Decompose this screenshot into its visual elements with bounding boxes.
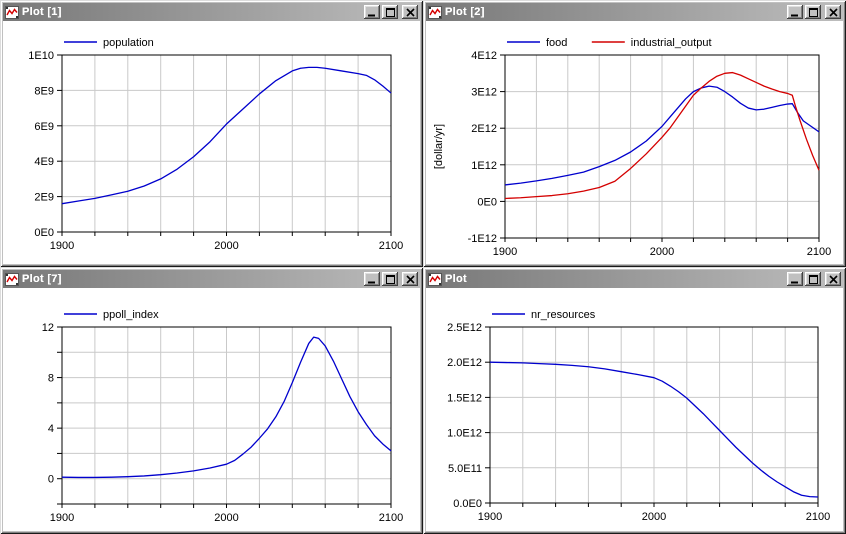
svg-text:2.0E12: 2.0E12 — [447, 357, 482, 369]
svg-text:8: 8 — [48, 373, 54, 385]
close-button[interactable] — [825, 272, 841, 286]
minimize-button[interactable] — [364, 272, 380, 286]
plot-client-2: 1900 2000 2100 4E12 3E12 2E12 1E12 0E0 -1E12 [dol… — [426, 21, 843, 264]
plot-icon[interactable] — [5, 5, 19, 19]
minimize-icon — [367, 14, 375, 16]
window-title: Plot [1] — [22, 6, 62, 18]
svg-text:0E0: 0E0 — [477, 196, 497, 208]
svg-text:2E9: 2E9 — [34, 192, 54, 204]
maximize-button[interactable] — [382, 5, 398, 19]
close-icon — [405, 274, 415, 284]
plot-client-3: 1900 2000 2100 12 8 4 0 ppoll_index — [3, 288, 420, 531]
chart-canvas-ppoll[interactable]: 1900 2000 2100 12 8 4 0 ppoll_index — [3, 288, 420, 531]
svg-text:1.5E12: 1.5E12 — [447, 392, 482, 404]
svg-text:3E12: 3E12 — [471, 87, 497, 99]
chart-canvas-food-industrial[interactable]: 1900 2000 2100 4E12 3E12 2E12 1E12 0E0 -1E12 [dol… — [426, 21, 843, 264]
svg-text:2100: 2100 — [379, 240, 403, 252]
close-button[interactable] — [402, 272, 418, 286]
svg-text:2100: 2100 — [807, 246, 831, 258]
close-button[interactable] — [825, 5, 841, 19]
window-title: Plot [2] — [445, 6, 485, 18]
window-title: Plot — [445, 273, 467, 285]
svg-text:2100: 2100 — [806, 511, 830, 523]
plot-window-3: Plot [7] 1900 2000 2100 12 8 4 0 ppoll_index — [0, 267, 423, 534]
titlebar-2[interactable]: Plot [2] — [426, 3, 843, 21]
close-icon — [405, 7, 415, 17]
svg-text:4: 4 — [48, 423, 54, 435]
svg-text:4E9: 4E9 — [34, 156, 54, 168]
svg-text:1E12: 1E12 — [471, 160, 497, 172]
svg-text:12: 12 — [42, 322, 54, 334]
svg-text:food: food — [546, 37, 567, 49]
titlebar-4[interactable]: Plot — [426, 270, 843, 288]
plot-window-1: Plot [1] 1900 2000 2100 1E10 8E9 6E9 4E9 2E9 0E0… — [0, 0, 423, 267]
svg-text:ppoll_index: ppoll_index — [103, 309, 159, 321]
maximize-icon — [808, 7, 818, 17]
svg-text:8E9: 8E9 — [34, 85, 54, 97]
maximize-button[interactable] — [382, 272, 398, 286]
svg-text:2E12: 2E12 — [471, 123, 497, 135]
close-icon — [828, 7, 838, 17]
maximize-button[interactable] — [805, 272, 821, 286]
chart-canvas-nr-resources[interactable]: 1900 2000 2100 2.5E12 2.0E12 1.5E12 1.0E12 5.0E… — [426, 288, 843, 531]
minimize-button[interactable] — [787, 5, 803, 19]
svg-text:6E9: 6E9 — [34, 121, 54, 133]
svg-text:1900: 1900 — [50, 240, 74, 252]
svg-text:5.0E11: 5.0E11 — [448, 463, 482, 475]
maximize-icon — [385, 7, 395, 17]
svg-text:1900: 1900 — [493, 246, 517, 258]
close-icon — [828, 274, 838, 284]
svg-text:industrial_output: industrial_output — [631, 37, 712, 49]
svg-text:0: 0 — [48, 474, 54, 486]
minimize-icon — [790, 281, 798, 283]
svg-text:2.5E12: 2.5E12 — [447, 322, 482, 334]
svg-text:4E12: 4E12 — [471, 50, 497, 62]
plot-icon[interactable] — [5, 272, 19, 286]
svg-text:1900: 1900 — [478, 511, 502, 523]
titlebar-3[interactable]: Plot [7] — [3, 270, 420, 288]
maximize-icon — [808, 274, 818, 284]
plot-icon[interactable] — [428, 5, 442, 19]
plot-window-4: Plot 1900 2000 2100 2.5E12 2.0E12 1.5E12 1.0E1… — [423, 267, 846, 534]
minimize-button[interactable] — [787, 272, 803, 286]
svg-text:-1E12: -1E12 — [468, 233, 497, 245]
close-button[interactable] — [402, 5, 418, 19]
window-controls — [787, 5, 841, 19]
plot-client-1: 1900 2000 2100 1E10 8E9 6E9 4E9 2E9 0E0 populatio… — [3, 21, 420, 264]
window-controls — [787, 272, 841, 286]
titlebar-1[interactable]: Plot [1] — [3, 3, 420, 21]
svg-text:0.0E0: 0.0E0 — [453, 498, 482, 510]
svg-text:2100: 2100 — [379, 512, 403, 524]
plot-icon[interactable] — [428, 272, 442, 286]
svg-text:1900: 1900 — [50, 512, 74, 524]
svg-text:1.0E12: 1.0E12 — [447, 428, 482, 440]
maximize-button[interactable] — [805, 5, 821, 19]
svg-text:[dollar/yr]: [dollar/yr] — [433, 124, 445, 169]
maximize-icon — [385, 274, 395, 284]
window-controls — [364, 272, 418, 286]
svg-text:1E10: 1E10 — [28, 50, 54, 62]
minimize-icon — [790, 14, 798, 16]
window-title: Plot [7] — [22, 273, 62, 285]
svg-text:2000: 2000 — [650, 246, 674, 258]
svg-text:population: population — [103, 37, 154, 49]
minimize-button[interactable] — [364, 5, 380, 19]
svg-text:0E0: 0E0 — [34, 227, 54, 239]
svg-text:2000: 2000 — [214, 240, 238, 252]
svg-text:nr_resources: nr_resources — [531, 309, 596, 321]
chart-canvas-population[interactable]: 1900 2000 2100 1E10 8E9 6E9 4E9 2E9 0E0 populatio… — [3, 21, 420, 264]
minimize-icon — [367, 281, 375, 283]
plot-client-4: 1900 2000 2100 2.5E12 2.0E12 1.5E12 1.0E12 5.0E… — [426, 288, 843, 531]
plot-window-2: Plot [2] 1900 2000 2100 4E12 3E12 2E12 1E12 0E0… — [423, 0, 846, 267]
svg-text:2000: 2000 — [214, 512, 238, 524]
svg-text:2000: 2000 — [642, 511, 666, 523]
window-controls — [364, 5, 418, 19]
